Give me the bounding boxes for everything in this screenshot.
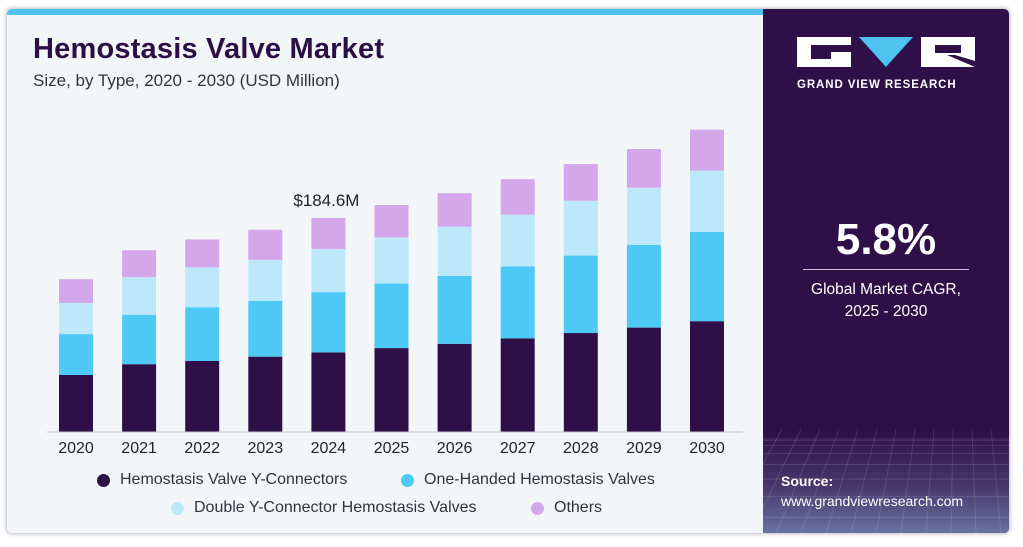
bar-segment-2025-series-0 [374,348,409,432]
bar-segment-2029-series-3 [626,149,661,188]
legend-label-others: Others [554,499,603,516]
legend-item-others: Others [531,499,602,517]
x-tick-label-2030: 2030 [689,440,725,457]
bar-segment-2023-series-3 [248,229,283,260]
bar-segment-2022-series-2 [185,267,220,308]
stats-panel: GRAND VIEW RESEARCH 5.8% Global Market C… [700,9,1009,533]
x-tick-label-2020: 2020 [58,440,94,457]
source-url: www.grandviewresearch.com [781,493,964,509]
bar-segment-2023-series-2 [248,259,283,301]
bar-segment-2020-series-2 [59,302,93,335]
brand-name: GRAND VIEW RESEARCH [797,79,957,91]
bar-segment-2027-series-2 [500,214,535,267]
grand-view-research-logo: GRAND VIEW RESEARCH [797,37,977,97]
bar-segment-2020-series-1 [59,334,93,375]
x-tick-label-2021: 2021 [121,440,157,457]
bar-segment-2021-series-1 [122,314,157,365]
grid-pattern [700,428,1009,533]
bar-segment-2029-series-2 [626,187,661,245]
legend-swatch-double-y [171,501,184,515]
bar-segment-2027-series-3 [500,179,535,215]
x-tick-label-2022: 2022 [184,440,220,457]
cagr-label-line2: 2025 - 2030 [844,303,928,320]
bar-segment-2027-series-1 [500,266,535,339]
bar-segment-2026-series-3 [437,193,472,227]
infographic-frame: Hemostasis Valve Market Size, by Type, 2… [6,8,1010,534]
bar-segment-2025-series-3 [374,205,409,238]
bar-segment-2023-series-1 [248,300,283,357]
x-tick-label-2025: 2025 [374,440,410,457]
bar-segment-2024-series-0 [311,352,346,432]
bar-segment-2030-series-2 [690,170,724,232]
cagr-label-line1: Global Market CAGR, [811,281,961,298]
legend-swatch-y-connectors [97,473,110,487]
data-label-2024: $184.6M [293,191,359,210]
source-note: Source: www.grandviewresearch.com [781,471,963,511]
bar-segment-2022-series-0 [185,361,220,432]
bar-segment-2022-series-3 [185,239,220,268]
decorative-grid-background [700,428,1009,533]
x-tick-label-2024: 2024 [311,440,347,457]
source-label: Source: [781,473,834,489]
legend-swatch-others [531,501,544,515]
legend-label-double-y: Double Y-Connector Hemostasis Valves [194,499,477,516]
cagr-label: Global Market CAGR, 2025 - 2030 [763,279,1009,323]
bar-segment-2024-series-3 [311,217,346,250]
bar-segment-2020-series-3 [59,279,93,303]
legend-item-double-y: Double Y-Connector Hemostasis Valves [171,499,477,517]
bar-segment-2021-series-0 [122,364,157,432]
cagr-divider [803,269,969,270]
x-tick-label-2023: 2023 [248,440,284,457]
bar-segment-2025-series-2 [374,237,409,284]
legend-item-y-connectors: Hemostasis Valve Y-Connectors [97,471,347,489]
legend-swatch-one-handed [401,473,414,487]
x-tick-label-2026: 2026 [437,440,473,457]
bar-segment-2022-series-1 [185,307,220,361]
bar-segment-2028-series-0 [563,333,598,432]
bar-segment-2023-series-0 [248,356,283,432]
legend-item-one-handed: One-Handed Hemostasis Valves [401,471,655,489]
bar-segment-2021-series-2 [122,277,157,315]
cagr-value: 5.8% [835,215,937,264]
bar-segment-2029-series-0 [626,327,661,432]
bar-segment-2027-series-0 [500,338,535,432]
bar-segment-2028-series-1 [563,255,598,334]
bar-segment-2025-series-1 [374,283,409,349]
bar-segment-2030-series-0 [690,321,724,432]
bar-segment-2030-series-1 [690,231,724,322]
accent-bar [7,9,763,15]
gvr-logo-icon [797,37,975,67]
chart-panel: Hemostasis Valve Market Size, by Type, 2… [7,9,763,533]
stacked-bar-chart: 2020 2021 2022 2023 2024 $184.6M 2025 2026 2027 2… [47,129,743,457]
bar-segment-2028-series-2 [563,200,598,256]
x-tick-label-2027: 2027 [500,440,536,457]
bar-segment-2020-series-0 [59,375,93,432]
chart-subtitle: Size, by Type, 2020 - 2030 (USD Million) [33,71,340,90]
legend-label-one-handed: One-Handed Hemostasis Valves [424,471,655,488]
bar-segment-2024-series-1 [311,292,346,353]
chart-title: Hemostasis Valve Market [33,33,385,65]
bar-segment-2030-series-3 [690,129,724,171]
bar-segment-2029-series-1 [626,244,661,328]
bar-segment-2026-series-2 [437,226,472,276]
legend-label-y-connectors: Hemostasis Valve Y-Connectors [120,471,348,488]
x-tick-label-2028: 2028 [563,440,599,457]
bar-segment-2026-series-0 [437,343,472,432]
bar-segment-2024-series-2 [311,249,346,293]
x-tick-label-2029: 2029 [626,440,662,457]
bar-segment-2021-series-3 [122,250,157,278]
bar-segment-2028-series-3 [563,164,598,201]
bar-segment-2026-series-1 [437,276,472,344]
